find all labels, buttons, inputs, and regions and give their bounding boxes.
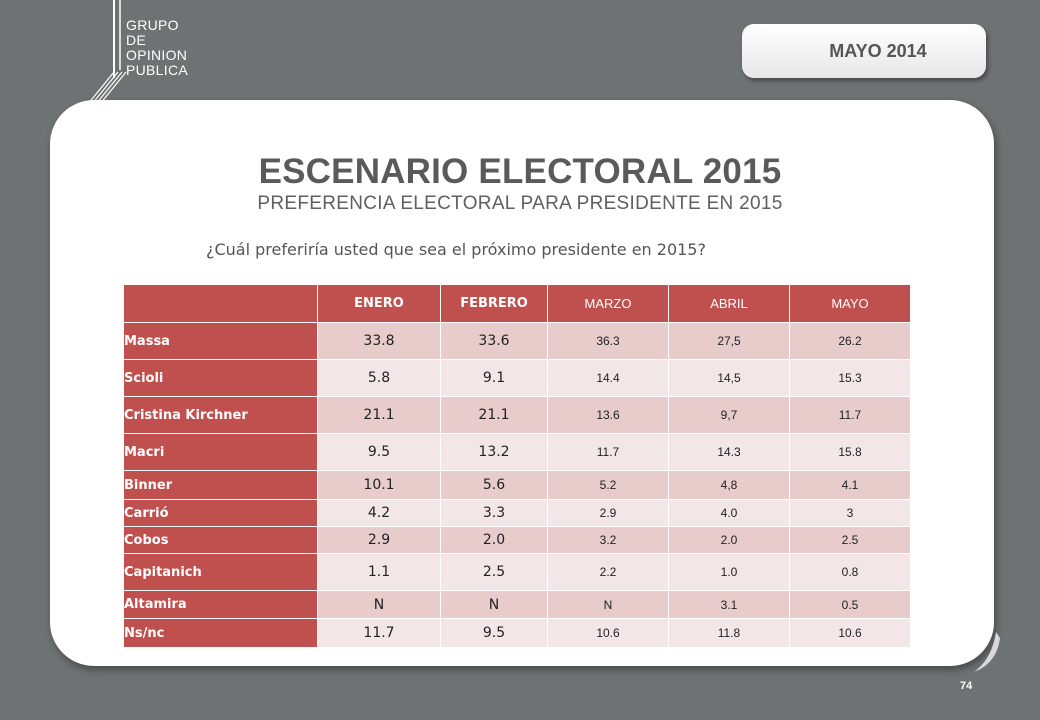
candidate-name-cell: Ns/nc <box>123 618 318 648</box>
candidate-name-cell: Altamira <box>123 590 318 619</box>
value-cell: 5.2 <box>547 470 669 500</box>
column-header: MARZO <box>547 284 669 323</box>
page-subtitle: PREFERENCIA ELECTORAL PARA PRESIDENTE EN… <box>257 193 783 214</box>
value-cell: 9.5 <box>317 433 441 471</box>
value-cell: 2.5 <box>440 553 548 591</box>
value-cell: 0.5 <box>789 590 911 619</box>
candidate-name-cell: Cobos <box>123 526 318 554</box>
value-cell: 14.3 <box>668 433 790 471</box>
value-cell: 27,5 <box>668 322 790 360</box>
page-curl-graphic <box>974 632 1000 672</box>
value-cell: 2.9 <box>547 499 669 527</box>
logo-line: OPINION <box>126 47 188 63</box>
value-cell: N <box>547 590 669 619</box>
value-cell: 10.1 <box>317 470 441 500</box>
table-row: Massa 33.8 33.6 36.3 27,5 26.2 <box>123 322 911 360</box>
value-cell: 21.1 <box>317 396 441 434</box>
page-title: ESCENARIO ELECTORAL 2015 <box>258 152 782 191</box>
table-row: Altamira N N N 3.1 0.5 <box>123 590 911 619</box>
value-cell: 2.9 <box>317 526 441 554</box>
value-cell: 5.6 <box>440 470 548 500</box>
value-cell: 4.1 <box>789 470 911 500</box>
candidate-name-cell: Carrió <box>123 499 318 527</box>
value-cell: 11.7 <box>789 396 911 434</box>
survey-question: ¿Cuál preferiría usted que sea el próxim… <box>206 240 706 259</box>
value-cell: N <box>440 590 548 619</box>
value-cell: 15.8 <box>789 433 911 471</box>
candidate-name-cell: Macri <box>123 433 318 471</box>
table-body: Massa 33.8 33.6 36.3 27,5 26.2 Scioli 5.8 9.1 14.… <box>123 322 911 648</box>
table-row: Ns/nc 11.7 9.5 10.6 11.8 10.6 <box>123 618 911 648</box>
candidate-name-cell: Massa <box>123 322 318 360</box>
logo: GRUPO DE OPINION PUBLICA <box>84 0 214 110</box>
value-cell: 4.0 <box>668 499 790 527</box>
table-corner-cell <box>123 284 318 323</box>
logo-line: DE <box>126 32 147 48</box>
candidate-name-cell: Cristina Kirchner <box>123 396 318 434</box>
value-cell: 5.8 <box>317 359 441 397</box>
value-cell: 14,5 <box>668 359 790 397</box>
value-cell: 11.7 <box>317 618 441 648</box>
value-cell: 1.0 <box>668 553 790 591</box>
candidate-name-cell: Scioli <box>123 359 318 397</box>
column-header: FEBRERO <box>440 284 548 323</box>
value-cell: 10.6 <box>789 618 911 648</box>
value-cell: 9,7 <box>668 396 790 434</box>
value-cell: 15.3 <box>789 359 911 397</box>
table-header-row: ENERO FEBRERO MARZO ABRIL MAYO <box>123 284 911 323</box>
value-cell: 11.7 <box>547 433 669 471</box>
table-row: Binner 10.1 5.6 5.2 4,8 4.1 <box>123 470 911 500</box>
value-cell: 3 <box>789 499 911 527</box>
candidate-name-cell: Capitanich <box>123 553 318 591</box>
value-cell: 11.8 <box>668 618 790 648</box>
column-header: MAYO <box>789 284 911 323</box>
value-cell: 4.2 <box>317 499 441 527</box>
table-row: Macri 9.5 13.2 11.7 14.3 15.8 <box>123 433 911 471</box>
value-cell: 13.2 <box>440 433 548 471</box>
value-cell: N <box>317 590 441 619</box>
value-cell: 2.5 <box>789 526 911 554</box>
value-cell: 3.1 <box>668 590 790 619</box>
value-cell: 21.1 <box>440 396 548 434</box>
results-table: ENERO FEBRERO MARZO ABRIL MAYO Massa 33.8… <box>123 284 911 648</box>
value-cell: 10.6 <box>547 618 669 648</box>
table-row: Capitanich 1.1 2.5 2.2 1.0 0.8 <box>123 553 911 591</box>
logo-text: GRUPO DE OPINION PUBLICA <box>126 18 188 78</box>
value-cell: 33.8 <box>317 322 441 360</box>
logo-lines-graphic <box>87 0 127 105</box>
value-cell: 36.3 <box>547 322 669 360</box>
column-header: ABRIL <box>668 284 790 323</box>
table-row: Cobos 2.9 2.0 3.2 2.0 2.5 <box>123 526 911 554</box>
value-cell: 26.2 <box>789 322 911 360</box>
value-cell: 14.4 <box>547 359 669 397</box>
logo-line: PUBLICA <box>126 62 189 78</box>
date-label: MAYO 2014 <box>829 40 927 61</box>
value-cell: 9.5 <box>440 618 548 648</box>
value-cell: 3.2 <box>547 526 669 554</box>
value-cell: 9.1 <box>440 359 548 397</box>
value-cell: 0.8 <box>789 553 911 591</box>
table-row: Cristina Kirchner 21.1 21.1 13.6 9,7 11.7 <box>123 396 911 434</box>
value-cell: 2.0 <box>440 526 548 554</box>
page-number: 74 <box>960 680 973 692</box>
table-row: Scioli 5.8 9.1 14.4 14,5 15.3 <box>123 359 911 397</box>
value-cell: 13.6 <box>547 396 669 434</box>
date-badge: MAYO 2014 <box>742 24 986 78</box>
value-cell: 1.1 <box>317 553 441 591</box>
value-cell: 2.0 <box>668 526 790 554</box>
logo-line: GRUPO <box>126 17 179 33</box>
value-cell: 33.6 <box>440 322 548 360</box>
column-header: ENERO <box>317 284 441 323</box>
candidate-name-cell: Binner <box>123 470 318 500</box>
value-cell: 4,8 <box>668 470 790 500</box>
table-row: Carrió 4.2 3.3 2.9 4.0 3 <box>123 499 911 527</box>
value-cell: 2.2 <box>547 553 669 591</box>
value-cell: 3.3 <box>440 499 548 527</box>
